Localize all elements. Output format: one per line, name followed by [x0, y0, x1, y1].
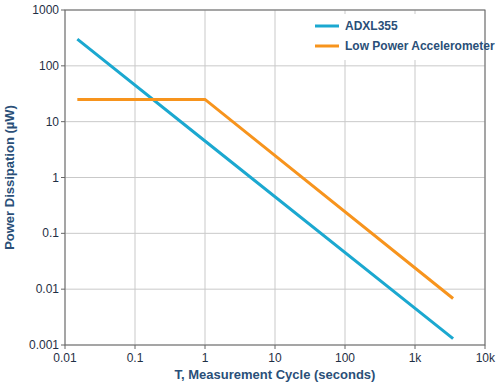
legend-label: Low Power Accelerometer	[345, 39, 495, 53]
y-grid-line	[65, 177, 485, 178]
y-tick-label: 0.001	[29, 338, 59, 352]
y-tick	[61, 233, 65, 234]
y-tick	[61, 345, 65, 346]
x-tick-label: 1k	[409, 351, 423, 365]
x-tick-label: 0.1	[127, 351, 144, 365]
plot-area	[77, 39, 453, 338]
x-tick	[275, 345, 276, 349]
y-tick	[61, 65, 65, 66]
grid	[65, 10, 485, 345]
plot-frame	[65, 10, 485, 345]
legend: ADXL355 Low Power Accelerometer	[309, 14, 495, 60]
x-tick-label: 0.01	[53, 351, 77, 365]
series-line	[77, 99, 453, 298]
x-tick-label: 10k	[476, 351, 496, 365]
y-grid-line	[65, 121, 485, 122]
chart: 0.010.11101001k10k0.0010.010.11101001000…	[0, 0, 500, 385]
y-tick	[61, 10, 65, 11]
y-tick-label: 1	[52, 171, 59, 185]
y-tick-label: 0.1	[42, 226, 59, 240]
x-tick-label: 100	[335, 351, 355, 365]
x-tick	[345, 345, 346, 349]
legend-swatch	[315, 45, 339, 48]
y-tick	[61, 289, 65, 290]
y-grid-line	[65, 233, 485, 234]
y-tick-label: 1000	[32, 3, 59, 17]
x-tick	[415, 345, 416, 349]
legend-box	[309, 14, 481, 60]
y-grid-line	[65, 289, 485, 290]
y-tick	[61, 177, 65, 178]
x-tick-label: 10	[268, 351, 282, 365]
legend-swatch	[315, 25, 339, 28]
x-tick	[135, 345, 136, 349]
y-axis-label: Power Dissipation (µW)	[2, 105, 17, 250]
x-axis-label: T, Measurement Cycle (seconds)	[175, 367, 376, 382]
x-tick	[485, 345, 486, 349]
legend-label: ADXL355	[345, 19, 398, 33]
y-tick-label: 100	[39, 59, 59, 73]
y-tick	[61, 121, 65, 122]
x-tick	[65, 345, 66, 349]
y-tick-label: 0.01	[36, 282, 60, 296]
x-tick-label: 1	[202, 351, 209, 365]
x-tick	[205, 345, 206, 349]
y-tick-label: 10	[46, 115, 60, 129]
y-grid-line	[65, 65, 485, 66]
series-line	[77, 39, 453, 338]
